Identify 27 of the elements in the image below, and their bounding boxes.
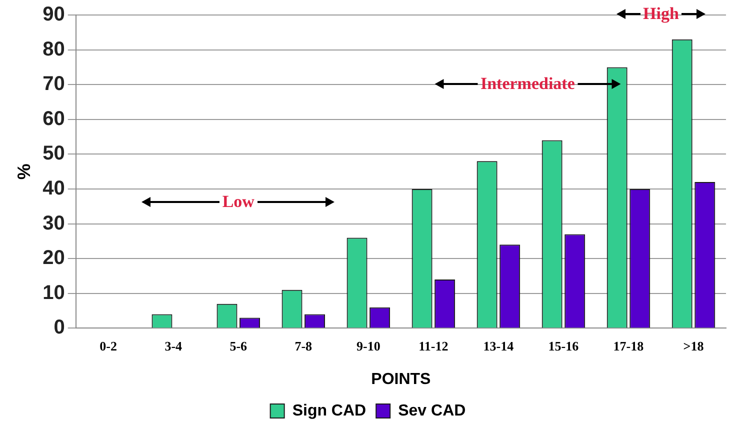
y-tick-label: 20 <box>42 247 65 270</box>
y-tick-label: 40 <box>42 178 65 200</box>
x-tick-label: 3-4 <box>164 338 183 354</box>
x-tick-label: 5-6 <box>230 338 248 354</box>
annotation: Low <box>222 192 254 212</box>
y-tick-label: 90 <box>42 4 65 26</box>
annotation: High <box>643 4 679 24</box>
y-tick-label: 0 <box>54 316 65 339</box>
y-tick-label: 50 <box>42 142 65 165</box>
legend-label: Sign CAD <box>292 402 366 420</box>
y-tick-label: 10 <box>42 282 65 304</box>
y-tick-label: 30 <box>42 212 65 234</box>
x-tick-label: 7-8 <box>294 338 313 354</box>
x-tick-label: 9-10 <box>356 338 380 354</box>
y-tick-label: 70 <box>42 73 65 96</box>
x-tick-label: >18 <box>683 338 704 354</box>
legend-label: Sev CAD <box>398 402 466 420</box>
x-axis-title: POINTS <box>371 370 432 388</box>
y-axis-title: % <box>14 164 34 180</box>
x-tick-label: 15-16 <box>548 338 580 354</box>
y-tick-label: 80 <box>42 38 65 60</box>
x-tick-label: 13-14 <box>483 338 514 354</box>
x-tick-label: 17-18 <box>613 338 644 354</box>
annotation: Intermediate <box>480 74 575 94</box>
x-tick-label: 0-2 <box>100 338 118 354</box>
x-tick-label: 11-12 <box>418 338 448 354</box>
y-tick-label: 60 <box>42 108 65 130</box>
